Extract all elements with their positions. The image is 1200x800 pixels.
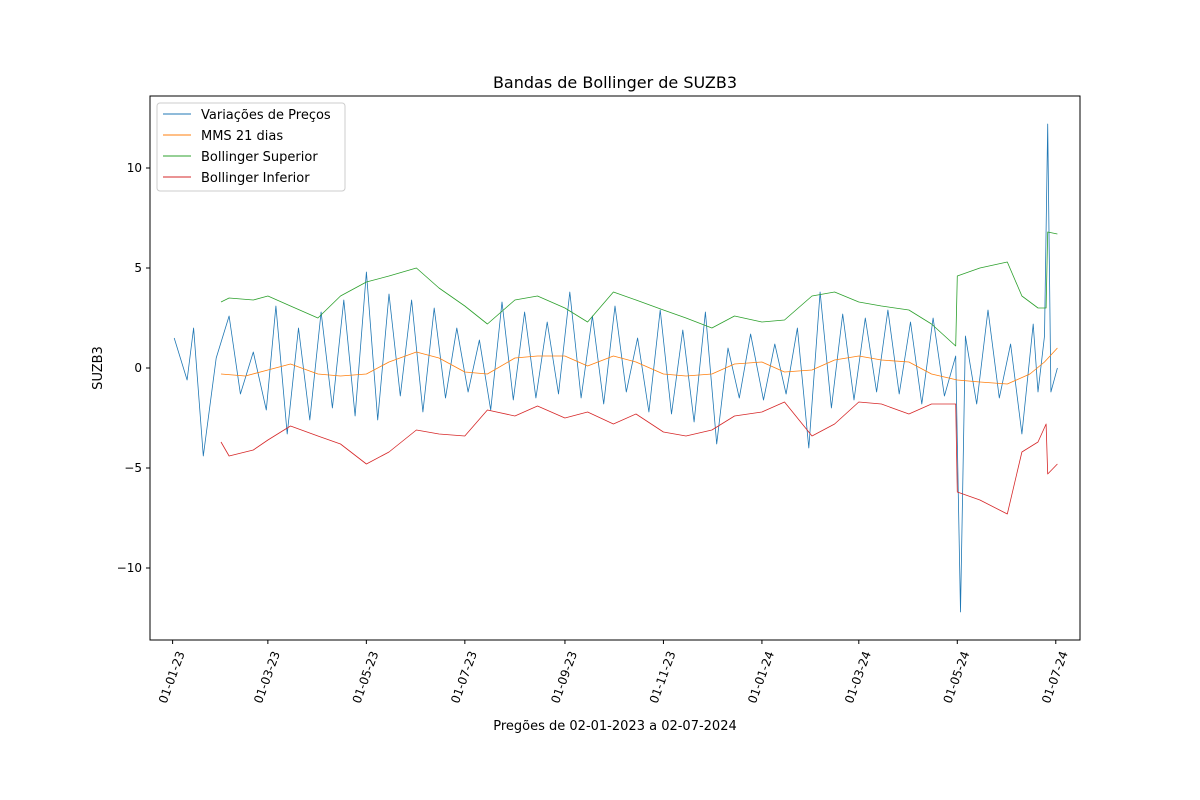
y-tick-label: −5 <box>124 461 142 475</box>
y-axis-title: SUZB3 <box>91 346 106 390</box>
legend-label-1: MMS 21 dias <box>201 129 283 144</box>
series-line-0 <box>173 123 1058 613</box>
series-line-1 <box>220 347 1058 385</box>
chart-title: Bandas de Bollinger de SUZB3 <box>493 73 737 92</box>
y-tick-label: 10 <box>127 161 142 175</box>
legend-label-3: Bollinger Inferior <box>201 171 310 186</box>
series-line-2 <box>220 231 1058 347</box>
legend-label-0: Variações de Preços <box>201 108 331 123</box>
y-tick-label: 0 <box>134 361 142 375</box>
y-tick-label: −10 <box>117 561 142 575</box>
plot-area <box>149 95 1081 641</box>
x-axis-title: Pregões de 02-01-2023 a 02-07-2024 <box>493 719 737 734</box>
series-line-3 <box>220 401 1058 515</box>
legend-label-2: Bollinger Superior <box>201 150 318 165</box>
legend: Variações de Preços MMS 21 dias Bollinger … <box>156 102 346 192</box>
y-axis: −10 −5 0 5 10 <box>117 161 150 575</box>
legend-box <box>156 102 346 192</box>
y-tick-label: 5 <box>134 261 142 275</box>
series-layer <box>173 123 1058 613</box>
